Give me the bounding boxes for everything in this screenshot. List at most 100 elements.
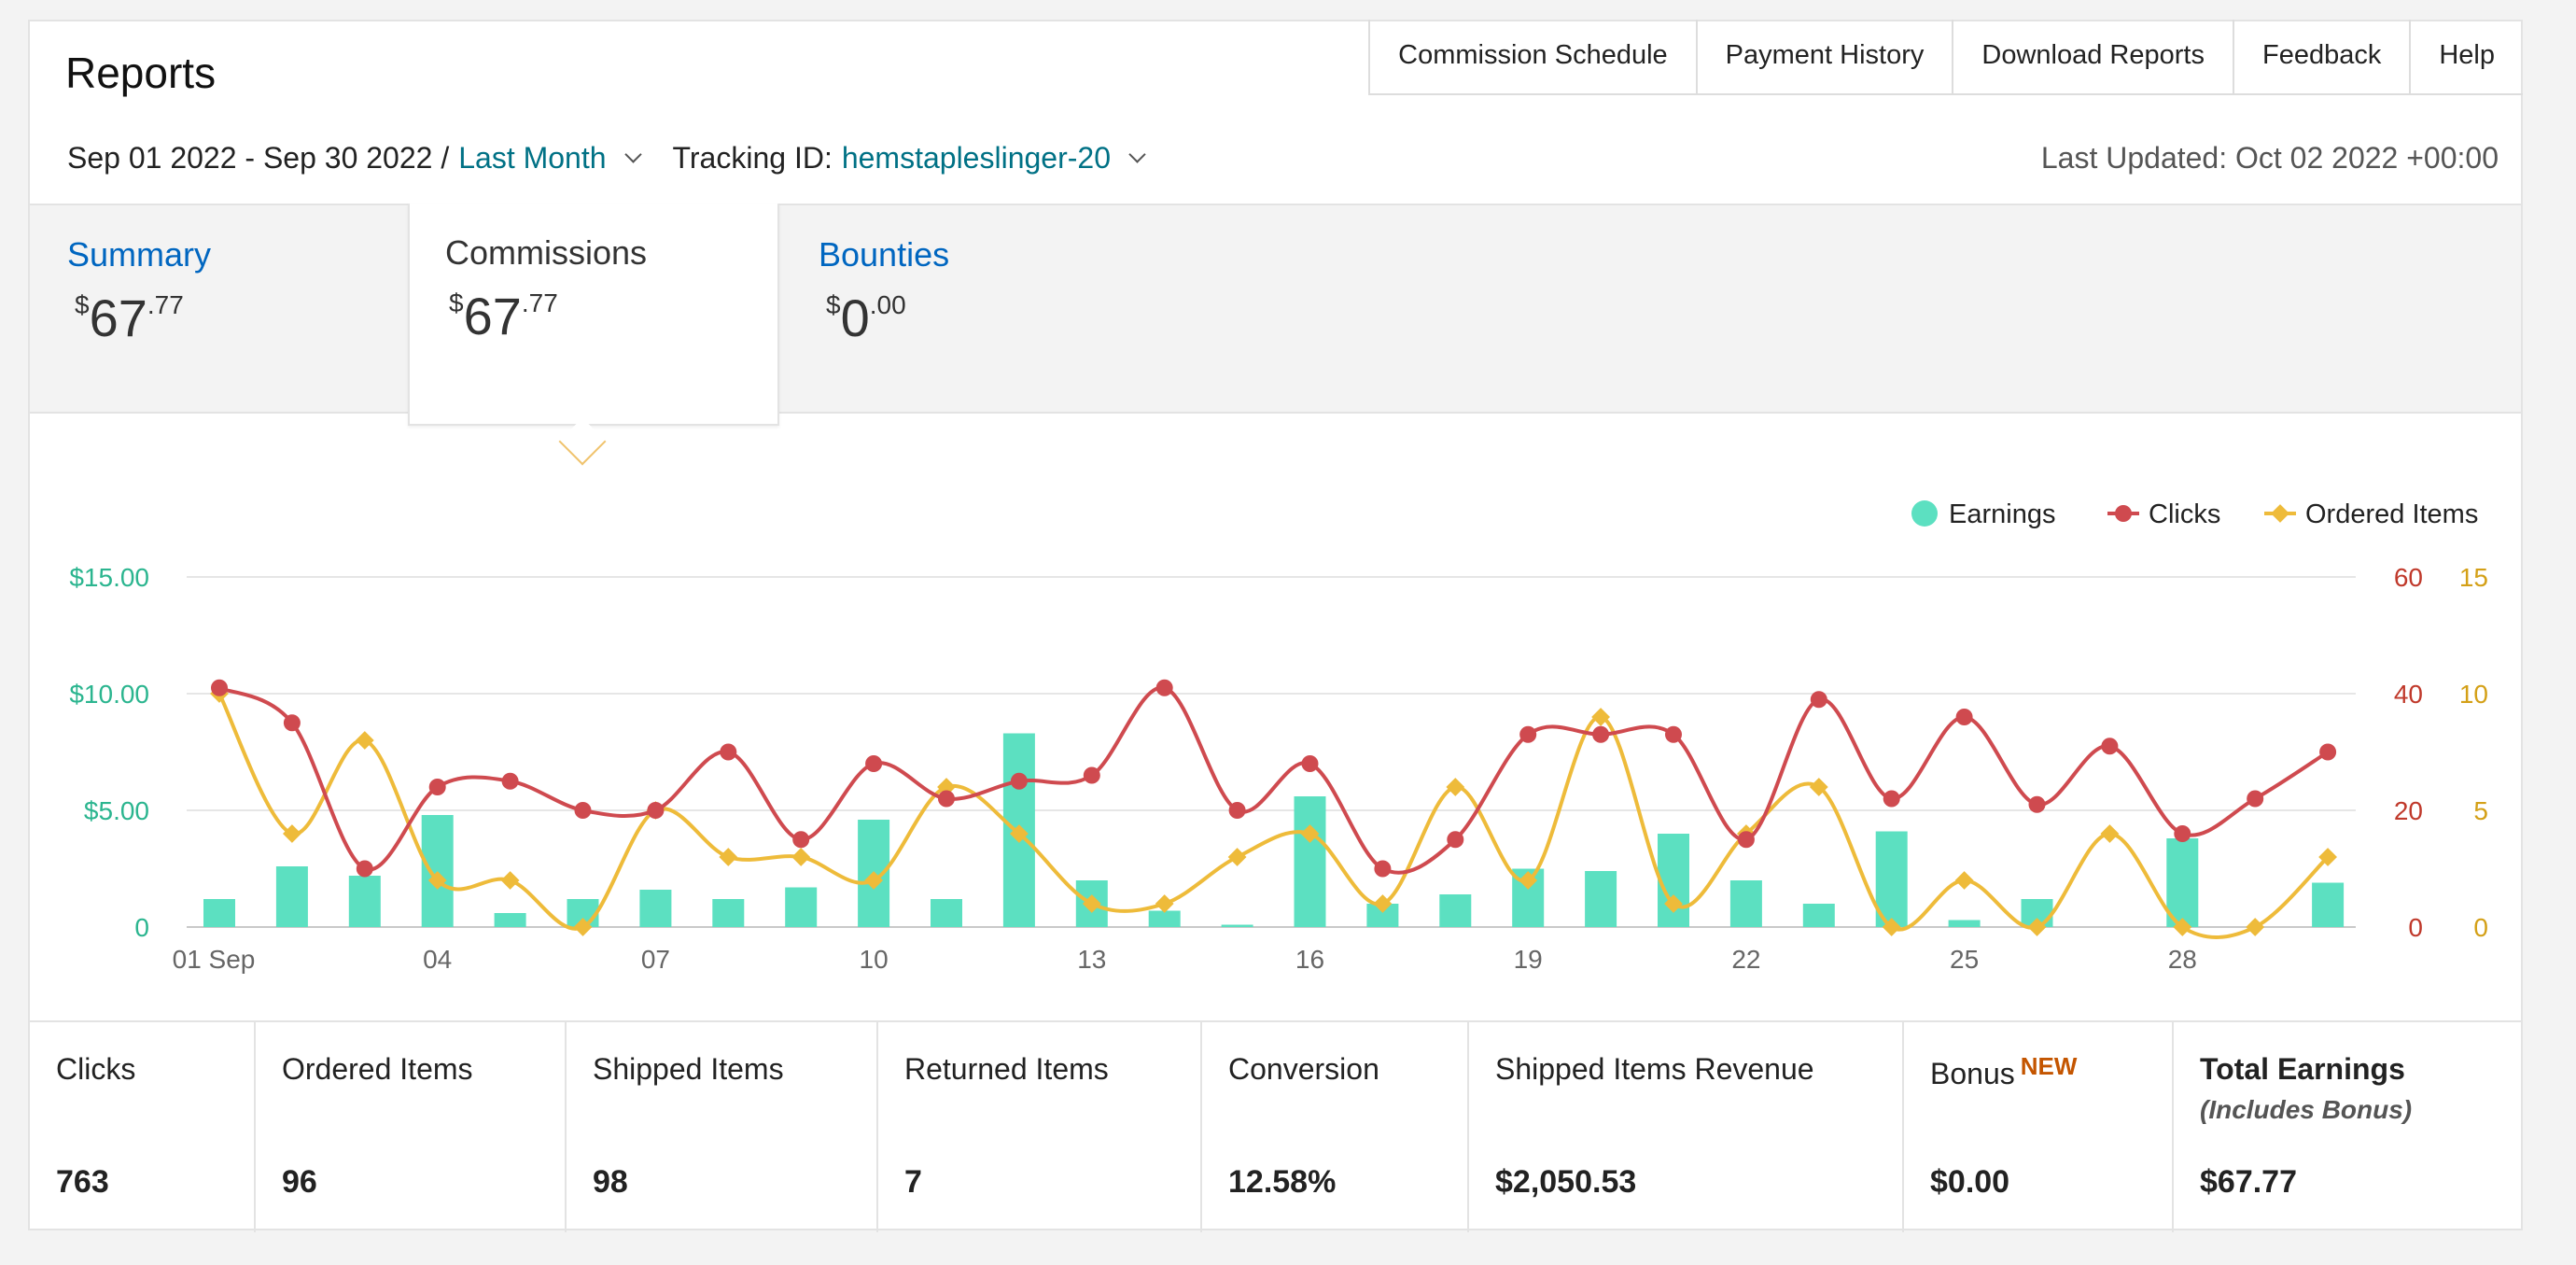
stat-label: Shipped Items xyxy=(593,1052,784,1086)
ordered-items-point xyxy=(1300,824,1320,843)
y-tick-label-clicks: 20 xyxy=(2394,796,2423,825)
stat-value: 7 xyxy=(904,1164,922,1200)
currency-symbol: $ xyxy=(75,290,90,319)
stat-shipped-items: Shipped Items 98 xyxy=(567,1022,878,1232)
earnings-bar xyxy=(712,899,745,927)
download-reports-button[interactable]: Download Reports xyxy=(1953,20,2234,93)
commission-schedule-button[interactable]: Commission Schedule xyxy=(1370,20,1698,93)
earnings-bar xyxy=(1585,871,1617,927)
legend-clicks: Clicks xyxy=(2149,499,2220,529)
ordered-items-point xyxy=(1155,894,1174,913)
stat-value: $0.00 xyxy=(1930,1164,2010,1200)
earnings-bar xyxy=(348,876,381,927)
y-tick-label-earnings: $10.00 xyxy=(69,680,149,709)
stat-value: $67.77 xyxy=(2200,1164,2297,1200)
amount-cents: .00 xyxy=(869,290,906,319)
page-title: Reports xyxy=(65,49,217,97)
ordered-items-point xyxy=(1664,894,1683,913)
clicks-point xyxy=(501,772,519,790)
earnings-bar xyxy=(1221,924,1253,927)
y-tick-label-earnings: $15.00 xyxy=(69,563,149,592)
stat-value: 98 xyxy=(593,1164,628,1200)
stat-returned-items: Returned Items 7 xyxy=(878,1022,1202,1232)
top-nav: Commission Schedule Payment History Down… xyxy=(1368,20,2523,95)
ordered-items-point xyxy=(1446,778,1465,796)
earnings-bar xyxy=(1948,920,1981,927)
summary-amount: $67.77 xyxy=(75,288,184,348)
amount-dollars: 0 xyxy=(840,288,870,347)
ordered-items-point xyxy=(573,918,593,936)
clicks-point xyxy=(720,743,737,761)
y-tick-label-ordered: 5 xyxy=(2473,796,2488,825)
x-tick-label: 22 xyxy=(1731,945,1760,974)
clicks-point xyxy=(2247,790,2264,808)
x-tick-label: 10 xyxy=(860,945,889,974)
ordered-items-point xyxy=(2027,918,2047,936)
y-tick-label-ordered: 0 xyxy=(2473,913,2488,942)
clicks-point xyxy=(211,679,228,696)
clicks-point xyxy=(1083,766,1100,784)
ordered-items-point xyxy=(1954,871,1974,890)
ordered-items-point xyxy=(2173,918,2192,936)
tab-commissions[interactable]: Commissions $67.77 xyxy=(408,204,779,426)
ordered-items-point xyxy=(1082,894,1101,913)
ordered-items-point xyxy=(283,824,301,843)
y-tick-label-clicks: 0 xyxy=(2408,913,2423,942)
y-tick-label-ordered: 10 xyxy=(2459,680,2488,709)
earnings-bar xyxy=(275,866,308,927)
stat-label: Bonus NEW xyxy=(1930,1052,2077,1091)
chevron-down-icon[interactable] xyxy=(623,146,642,163)
tracking-id-dropdown[interactable]: hemstapleslinger-20 xyxy=(841,141,1111,175)
last-updated: Last Updated: Oct 02 2022 +00:00 xyxy=(2040,141,2499,175)
clicks-point xyxy=(283,714,301,732)
stat-label: Total Earnings xyxy=(2200,1052,2405,1086)
clicks-point xyxy=(1519,725,1537,743)
stat-value: $2,050.53 xyxy=(1495,1164,1637,1200)
ordered-items-point xyxy=(1010,824,1029,843)
y-tick-label-ordered: 15 xyxy=(2459,563,2488,592)
stat-sublabel: (Includes Bonus) xyxy=(2200,1095,2413,1124)
earnings-bar xyxy=(203,899,235,927)
tab-bounties[interactable]: Bounties $0.00 xyxy=(819,205,1099,414)
earnings-bar xyxy=(1802,904,1835,927)
clicks-point xyxy=(2174,825,2191,842)
ordered-items-point xyxy=(500,871,520,890)
earnings-bar xyxy=(2166,838,2199,927)
x-tick-label: 13 xyxy=(1077,945,1106,974)
clicks-line xyxy=(218,685,2330,875)
ordered-items-point xyxy=(355,731,374,750)
tab-summary[interactable]: Summary $67.77 xyxy=(67,205,422,414)
tab-bounties-label: Bounties xyxy=(819,235,950,274)
ordered-items-point xyxy=(1882,918,1901,936)
clicks-point xyxy=(1447,831,1464,849)
ordered-items-point xyxy=(2318,848,2337,866)
x-tick-label: 25 xyxy=(1950,945,1979,974)
period-dropdown[interactable]: Last Month xyxy=(458,141,607,175)
ordered-items-point xyxy=(1373,894,1393,913)
reports-panel: Reports Commission Schedule Payment Hist… xyxy=(28,20,2523,1232)
clicks-point xyxy=(428,779,446,795)
clicks-point xyxy=(792,831,810,849)
payment-history-button[interactable]: Payment History xyxy=(1698,20,1954,93)
y-tick-label-earnings: $5.00 xyxy=(84,796,149,825)
chevron-down-icon[interactable] xyxy=(1128,146,1146,163)
tab-commissions-label: Commissions xyxy=(445,233,648,272)
stat-label: Shipped Items Revenue xyxy=(1495,1052,1814,1086)
clicks-point xyxy=(1301,755,1319,772)
x-tick-label: 01 Sep xyxy=(173,945,256,974)
new-badge: NEW xyxy=(2020,1052,2078,1080)
feedback-button[interactable]: Feedback xyxy=(2234,20,2412,93)
earnings-bar xyxy=(1658,834,1689,927)
stat-label: Returned Items xyxy=(904,1052,1109,1086)
clicks-point xyxy=(1228,802,1246,819)
x-tick-label: 07 xyxy=(641,945,670,974)
ordered-items-point xyxy=(427,871,447,890)
earnings-bar xyxy=(1729,880,1762,927)
ordered-items-point xyxy=(2246,918,2265,936)
amount-cents: .77 xyxy=(147,290,184,319)
bounties-amount: $0.00 xyxy=(826,288,906,348)
clicks-point xyxy=(2028,795,2046,813)
help-button[interactable]: Help xyxy=(2439,40,2495,70)
currency-symbol: $ xyxy=(449,288,464,317)
stat-label: Ordered Items xyxy=(282,1052,473,1086)
